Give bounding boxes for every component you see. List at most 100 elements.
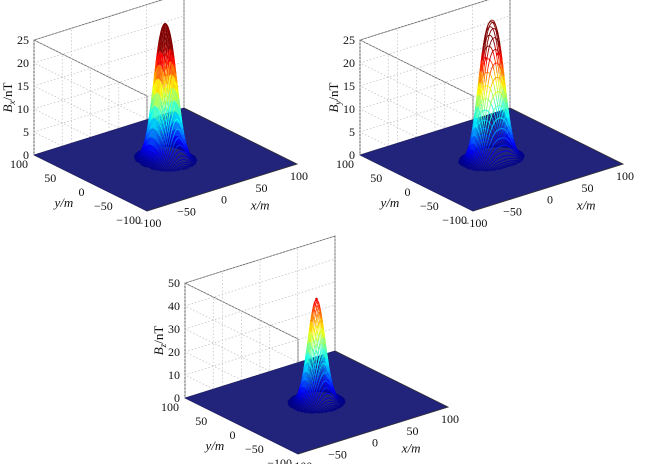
z-tick-label: 50 bbox=[168, 276, 180, 290]
surface-mesh-line bbox=[490, 28, 493, 31]
surface-mesh-line bbox=[493, 168, 495, 170]
surface-mesh-line bbox=[498, 167, 501, 169]
surface-mesh-line bbox=[167, 92, 170, 102]
surface-mesh-line bbox=[148, 117, 151, 127]
surface-mesh-line bbox=[487, 168, 489, 171]
x-axis-label: x/m bbox=[250, 198, 270, 213]
surface-mesh-line bbox=[175, 102, 178, 114]
surface-mesh-line bbox=[489, 42, 492, 46]
surface-mesh-line bbox=[134, 157, 136, 160]
surface-mesh-line bbox=[173, 131, 176, 135]
surface-mesh-line bbox=[319, 309, 323, 316]
surface-mesh-line bbox=[492, 164, 495, 167]
surface-mesh-line bbox=[468, 146, 471, 152]
surface-mesh-line bbox=[173, 167, 175, 169]
surface-mesh-line bbox=[303, 366, 306, 375]
surface-mesh-line bbox=[471, 136, 474, 145]
surface-mesh-line bbox=[505, 117, 508, 126]
surface-mesh-line bbox=[153, 106, 156, 119]
surface-mesh-line bbox=[147, 131, 150, 140]
surface-mesh-line bbox=[155, 79, 158, 93]
surface-mesh-line bbox=[312, 391, 315, 396]
surface-mesh-line bbox=[178, 150, 181, 153]
surface-mesh-line bbox=[173, 155, 176, 158]
surface-mesh-line bbox=[480, 163, 483, 167]
surface-mesh-line bbox=[176, 161, 179, 164]
surface-mesh-line bbox=[479, 133, 482, 141]
surface-mesh-line bbox=[466, 157, 469, 161]
surface-mesh-line bbox=[179, 167, 181, 169]
surface-mesh-line bbox=[152, 147, 155, 153]
surface-mesh-line bbox=[324, 366, 327, 374]
surface-mesh-line bbox=[458, 158, 461, 161]
surface-mesh-line bbox=[293, 403, 296, 406]
surface-mesh-line bbox=[323, 406, 325, 408]
surface-mesh-line bbox=[158, 126, 161, 137]
surface-mesh-line bbox=[322, 349, 325, 359]
surface-mesh-line bbox=[316, 377, 319, 383]
surface-mesh-line bbox=[301, 397, 304, 402]
surface-mesh-line bbox=[486, 110, 489, 112]
surface-mesh-line bbox=[143, 154, 146, 158]
surface-mesh-line bbox=[135, 155, 137, 157]
surface-mesh-line bbox=[301, 410, 304, 412]
surface-mesh-line bbox=[311, 312, 314, 322]
surface-mesh-line bbox=[506, 145, 509, 148]
surface-mesh-line bbox=[512, 147, 515, 150]
surface-mesh-line bbox=[515, 149, 518, 152]
surface-mesh-line bbox=[174, 139, 177, 143]
surface-mesh-line bbox=[158, 165, 161, 168]
surface-mesh-line bbox=[171, 62, 174, 64]
surface-mesh-line bbox=[520, 154, 522, 156]
surface-mesh-line bbox=[173, 150, 175, 154]
surface-mesh-line bbox=[315, 306, 318, 312]
surface-mesh-line bbox=[174, 121, 177, 130]
surface-mesh-line bbox=[508, 145, 510, 148]
surface-mesh-line bbox=[324, 410, 327, 412]
surface-mesh-line bbox=[505, 96, 508, 104]
surface-mesh-line bbox=[295, 405, 297, 408]
surface-mesh-line bbox=[176, 167, 178, 169]
surface-mesh-line bbox=[144, 165, 147, 168]
surface-mesh-line bbox=[316, 412, 318, 414]
surface-mesh-line bbox=[463, 162, 465, 165]
surface-mesh-line bbox=[172, 53, 175, 59]
surface-mesh-line bbox=[472, 151, 475, 157]
surface-mesh-line bbox=[486, 66, 489, 74]
surface-mesh-line bbox=[135, 154, 137, 156]
surface-mesh-line bbox=[302, 408, 304, 411]
surface-mesh-line bbox=[150, 103, 153, 115]
surface-mesh-line bbox=[294, 405, 297, 408]
surface-peak-1 bbox=[315, 297, 318, 301]
surface-mesh-line bbox=[166, 159, 169, 163]
surface-mesh-line bbox=[330, 381, 333, 386]
surface-mesh-line bbox=[159, 166, 162, 169]
surface-mesh-line bbox=[330, 383, 333, 387]
surface-mesh-line bbox=[495, 25, 498, 29]
surface-mesh-line bbox=[167, 118, 170, 126]
surface-mesh-line bbox=[163, 120, 166, 130]
surface-mesh-line bbox=[150, 145, 153, 152]
surface-mesh-line bbox=[150, 128, 153, 138]
surface-mesh-line bbox=[306, 344, 309, 355]
surface-mesh-line bbox=[156, 166, 159, 169]
surface-mesh-line bbox=[496, 153, 499, 155]
surface-mesh-line bbox=[173, 136, 176, 142]
surface-mesh-line bbox=[476, 132, 479, 141]
surface-mesh-line bbox=[159, 169, 162, 171]
surface-mesh-line bbox=[177, 103, 180, 109]
surface-mesh-line bbox=[296, 400, 299, 403]
surface-mesh-line bbox=[155, 162, 158, 165]
surface-mesh-line bbox=[154, 105, 157, 119]
surface-mesh-line bbox=[191, 157, 194, 159]
surface-mesh-line bbox=[336, 399, 339, 401]
surface-mesh-line bbox=[145, 157, 148, 161]
surface-mesh-line bbox=[323, 403, 326, 405]
surface-mesh-line bbox=[506, 117, 509, 123]
surface-mesh-line bbox=[497, 128, 500, 133]
surface-mesh-line bbox=[137, 154, 140, 157]
surface-mesh-line bbox=[491, 123, 494, 127]
surface-mesh-line bbox=[177, 151, 180, 154]
surface-mesh-line bbox=[489, 164, 492, 167]
surface-mesh-line bbox=[482, 166, 485, 169]
